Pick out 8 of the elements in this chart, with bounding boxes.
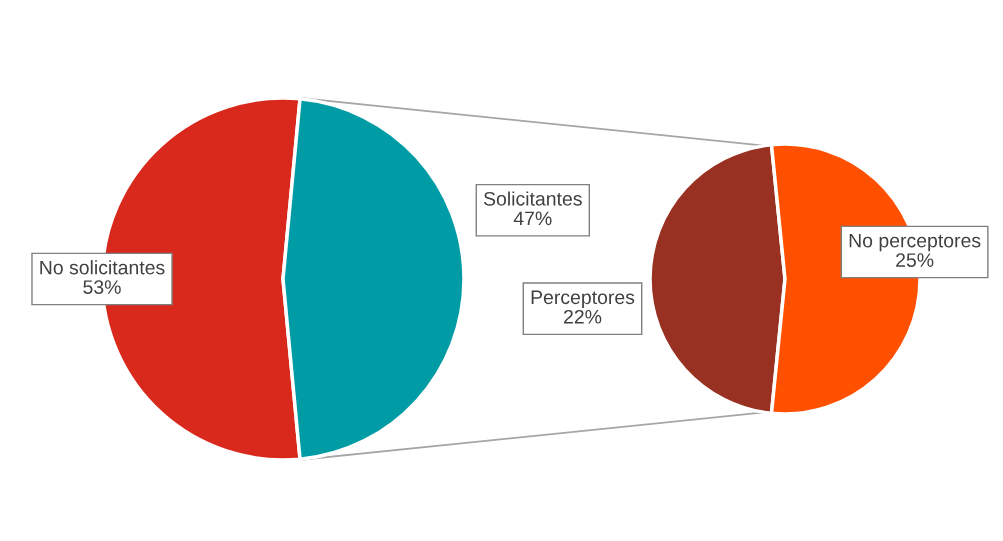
slice-label: No perceptores — [849, 233, 981, 252]
data-label: 53% — [83, 280, 121, 294]
data-label: 22% — [564, 309, 602, 324]
data-label: 47% — [513, 211, 552, 226]
data-label: 25% — [896, 253, 934, 267]
slice-label: No solicitantes — [40, 260, 165, 275]
slice-label: Solicitantes — [483, 191, 582, 206]
slice-label: Perceptores — [531, 290, 635, 308]
